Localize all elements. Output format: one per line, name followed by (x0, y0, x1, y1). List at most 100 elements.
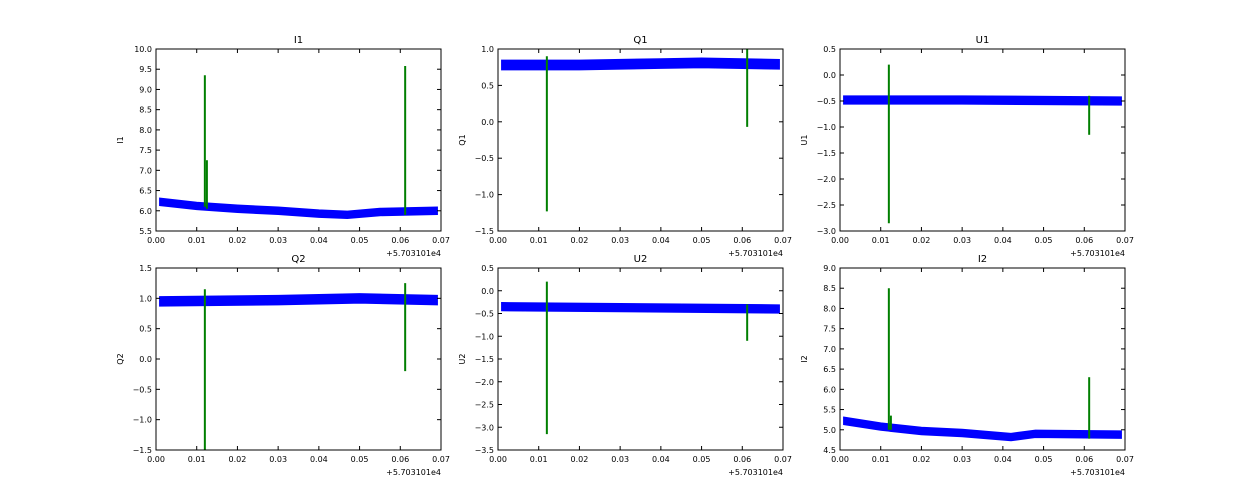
x-tick-label: 0.04 (310, 236, 328, 245)
axes-frame (839, 267, 1126, 451)
axes-frame (839, 48, 1126, 232)
y-tick-label: 10.0 (134, 45, 152, 54)
subplot-I2: 0.00 0.01 0.02 0.03 0.04 0.05 0.06 0.07 4.5 5.0 5.… (800, 254, 1134, 477)
x-offset-label: +5.703101e4 (728, 468, 783, 477)
baseline-band (843, 95, 1122, 106)
subplot-U2: 0.00 0.01 0.02 0.03 0.04 0.05 0.06 0.07 −3.5 −3.0… (458, 254, 792, 477)
y-tick-label: −3.0 (817, 227, 836, 236)
x-tick-label: 0.00 (147, 455, 165, 464)
y-tick-label: 0.0 (481, 118, 494, 127)
y-tick-label: 8.5 (823, 284, 836, 293)
x-tick-label: 0.00 (831, 455, 849, 464)
x-tick-label: 0.00 (489, 236, 507, 245)
y-tick-label: 0.5 (823, 45, 836, 54)
x-tick-label: 0.07 (774, 236, 792, 245)
y-tick-label: −1.0 (475, 332, 494, 341)
y-tick-label: 6.0 (139, 207, 152, 216)
x-tick-label: 0.04 (310, 455, 328, 464)
x-tick-label: 0.02 (229, 455, 247, 464)
x-tick-label: 0.03 (953, 455, 971, 464)
axes-frame (497, 267, 784, 451)
x-tick-label: 0.00 (489, 455, 507, 464)
y-tick-label: 0.0 (139, 355, 152, 364)
x-tick-label: 0.04 (994, 455, 1012, 464)
y-tick-label: −0.5 (133, 385, 152, 394)
x-tick-label: 0.03 (269, 236, 287, 245)
y-tick-label: 0.5 (481, 81, 494, 90)
subplot-title: U2 (634, 254, 648, 265)
y-axis-label: Q2 (116, 353, 125, 364)
y-tick-label: −0.5 (817, 97, 836, 106)
y-tick-label: −2.0 (475, 378, 494, 387)
x-tick-label: 0.03 (269, 455, 287, 464)
y-tick-label: −0.5 (475, 154, 494, 163)
subplot-I1: 0.00 0.01 0.02 0.03 0.04 0.05 0.06 0.07 5.5 6.0 6.… (116, 35, 450, 258)
x-tick-label: 0.05 (1035, 455, 1053, 464)
y-tick-label: 7.5 (823, 325, 836, 334)
x-tick-label: 0.07 (1116, 236, 1134, 245)
x-tick-label: 0.05 (693, 455, 711, 464)
y-tick-label: −2.5 (475, 401, 494, 410)
x-tick-label: 0.02 (913, 455, 931, 464)
y-tick-label: 5.0 (823, 426, 836, 435)
subplot-title: Q1 (633, 35, 647, 46)
subplot-title: Q2 (291, 254, 305, 265)
y-tick-label: −2.0 (817, 175, 836, 184)
x-offset-label: +5.703101e4 (386, 249, 441, 258)
x-tick-label: 0.06 (1075, 455, 1093, 464)
x-offset-label: +5.703101e4 (386, 468, 441, 477)
x-offset-label: +5.703101e4 (1070, 249, 1125, 258)
y-tick-label: 9.5 (139, 65, 152, 74)
x-offset-label: +5.703101e4 (1070, 468, 1125, 477)
y-tick-label: 5.5 (139, 227, 152, 236)
x-tick-label: 0.06 (391, 236, 409, 245)
x-tick-label: 0.03 (953, 236, 971, 245)
subplot-Q1: 0.00 0.01 0.02 0.03 0.04 0.05 0.06 0.07 −1.5 −1.0… (458, 35, 792, 258)
x-tick-label: 0.03 (611, 455, 629, 464)
y-axis-label: I2 (800, 355, 809, 362)
x-tick-label: 0.05 (1035, 236, 1053, 245)
y-tick-label: −1.0 (475, 191, 494, 200)
x-tick-label: 0.06 (1075, 236, 1093, 245)
y-tick-label: −3.0 (475, 423, 494, 432)
x-tick-label: 0.06 (733, 455, 751, 464)
x-tick-label: 0.04 (652, 236, 670, 245)
y-tick-label: 7.0 (823, 345, 836, 354)
baseline-band (159, 197, 438, 220)
x-tick-label: 0.00 (831, 236, 849, 245)
x-tick-label: 0.07 (774, 455, 792, 464)
y-tick-label: −2.5 (817, 201, 836, 210)
x-tick-label: 0.01 (188, 455, 206, 464)
y-tick-label: −1.5 (475, 355, 494, 364)
y-tick-label: 0.0 (823, 71, 836, 80)
baseline-band (843, 416, 1122, 442)
axes-frame (497, 48, 784, 232)
y-tick-label: 8.0 (823, 304, 836, 313)
y-tick-label: 1.5 (139, 264, 152, 273)
subplot-title: I2 (978, 254, 987, 265)
x-tick-label: 0.02 (229, 236, 247, 245)
y-tick-label: 0.5 (139, 325, 152, 334)
y-tick-label: 6.5 (823, 365, 836, 374)
y-tick-label: −1.5 (475, 227, 494, 236)
y-tick-label: 8.0 (139, 126, 152, 135)
y-axis-label: U2 (458, 354, 467, 365)
baseline-band (501, 57, 780, 71)
y-tick-label: −1.5 (817, 149, 836, 158)
y-tick-label: 7.5 (139, 146, 152, 155)
subplot-U1: 0.00 0.01 0.02 0.03 0.04 0.05 0.06 0.07 −3.0 −2.5… (800, 35, 1134, 258)
y-axis-label: Q1 (458, 134, 467, 145)
y-tick-label: −1.5 (133, 446, 152, 455)
x-tick-label: 0.04 (994, 236, 1012, 245)
x-tick-label: 0.02 (913, 236, 931, 245)
x-offset-label: +5.703101e4 (728, 249, 783, 258)
y-tick-label: 1.0 (139, 294, 152, 303)
y-tick-label: 0.5 (481, 264, 494, 273)
x-tick-label: 0.06 (391, 455, 409, 464)
y-axis-label: U1 (800, 135, 809, 146)
x-tick-label: 0.01 (872, 455, 890, 464)
x-tick-label: 0.01 (872, 236, 890, 245)
y-tick-label: 6.0 (823, 385, 836, 394)
x-tick-label: 0.01 (530, 236, 548, 245)
x-tick-label: 0.05 (693, 236, 711, 245)
